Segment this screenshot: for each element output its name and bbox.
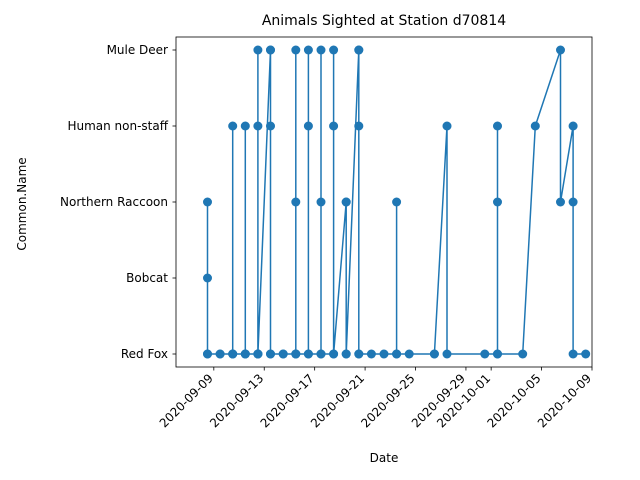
data-point (215, 349, 225, 359)
data-point (203, 273, 212, 283)
data-point (240, 121, 250, 131)
y-tick-label: Human non-staff (67, 119, 168, 133)
data-point (303, 121, 313, 131)
data-point (493, 197, 502, 207)
data-point (392, 197, 402, 207)
data-point (253, 349, 263, 359)
data-point (379, 349, 389, 359)
data-point (278, 349, 288, 359)
data-point (240, 349, 250, 359)
y-tick-label: Bobcat (126, 271, 168, 285)
data-point (303, 349, 313, 359)
chart-title: Animals Sighted at Station d70814 (262, 13, 506, 29)
data-point (518, 349, 528, 359)
data-point (354, 349, 364, 359)
data-point (493, 121, 502, 131)
data-point (266, 349, 275, 359)
data-point (392, 349, 402, 359)
data-point (341, 349, 351, 359)
data-point (530, 121, 540, 131)
data-point (203, 349, 212, 359)
data-point (228, 121, 238, 131)
data-point (366, 349, 376, 359)
data-point (316, 45, 326, 55)
data-point (493, 349, 502, 359)
data-point (442, 121, 452, 131)
data-point (556, 45, 565, 55)
data-point (480, 349, 490, 359)
data-point (568, 197, 578, 207)
data-point (329, 121, 339, 131)
data-point (316, 349, 326, 359)
data-point (442, 349, 452, 359)
data-point (341, 197, 351, 207)
data-point (228, 349, 238, 359)
y-tick-label: Red Fox (121, 347, 168, 361)
data-point (291, 197, 301, 207)
data-point (203, 197, 212, 207)
data-point (266, 45, 275, 55)
y-tick-label: Mule Deer (107, 43, 168, 57)
data-point (354, 121, 364, 131)
data-point (266, 121, 275, 131)
data-point (253, 45, 263, 55)
data-point (581, 349, 591, 359)
x-axis-label: Date (370, 451, 399, 465)
data-point (291, 45, 301, 55)
y-axis-label: Common.Name (15, 157, 29, 250)
y-tick-label: Northern Raccoon (60, 195, 168, 209)
data-point (556, 197, 565, 207)
data-point (429, 349, 439, 359)
data-point (316, 197, 326, 207)
data-point (354, 45, 364, 55)
data-point (329, 349, 339, 359)
data-point (568, 121, 578, 131)
plot-area (203, 45, 591, 359)
data-point (291, 349, 301, 359)
data-point (404, 349, 414, 359)
data-point (253, 121, 263, 131)
data-point (303, 45, 313, 55)
data-point (568, 349, 578, 359)
data-point (329, 45, 339, 55)
